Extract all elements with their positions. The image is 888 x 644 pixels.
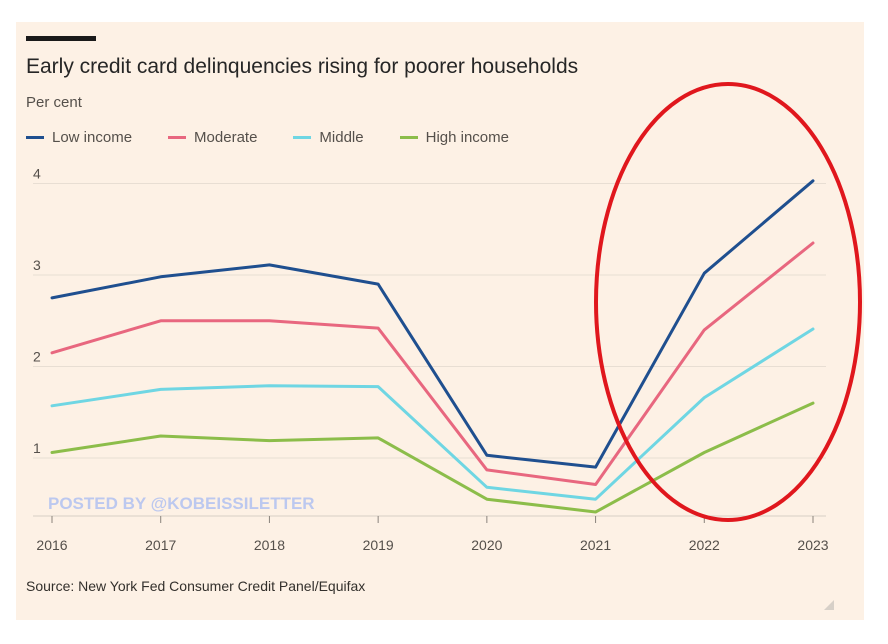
legend: Low income Moderate Middle High income (26, 129, 545, 146)
legend-item: Moderate (168, 129, 257, 146)
y-tick-label: 3 (33, 257, 41, 273)
legend-swatch (168, 136, 187, 139)
legend-swatch (399, 136, 418, 139)
legend-label: Middle (319, 129, 364, 146)
x-tick-label: 2023 (797, 537, 828, 553)
x-tick-label: 2019 (363, 537, 394, 553)
legend-item: High income (399, 129, 509, 146)
legend-label: Moderate (194, 129, 258, 146)
legend-swatch (26, 136, 44, 139)
legend-item: Middle (293, 129, 364, 146)
top-accent-bar (26, 36, 96, 41)
legend-swatch (293, 136, 312, 139)
y-axis-unit-label: Per cent (26, 94, 82, 111)
legend-label: Low income (52, 129, 133, 146)
x-tick-label: 2017 (145, 537, 176, 553)
y-tick-label: 2 (33, 349, 41, 365)
watermark-text: POSTED BY @KOBEISSILETTER (48, 494, 315, 513)
x-tick-label: 2016 (36, 537, 67, 553)
source-note: Source: New York Fed Consumer Credit Pan… (26, 578, 366, 594)
x-tick-label: 2018 (254, 537, 285, 553)
series-line (50, 241, 815, 486)
x-tick-label: 2020 (471, 537, 502, 553)
resize-corner-icon (824, 600, 834, 610)
y-tick-label: 1 (33, 440, 41, 456)
x-tick-label: 2021 (580, 537, 611, 553)
series-line (50, 179, 815, 469)
series-line (50, 401, 815, 514)
chart-title: Early credit card delinquencies rising f… (26, 55, 579, 78)
x-tick-label: 2022 (689, 537, 720, 553)
highlight-ellipse (594, 82, 862, 522)
legend-label: High income (425, 129, 509, 146)
series-line (50, 327, 815, 501)
legend-item: Low income (26, 129, 132, 146)
y-tick-label: 4 (33, 166, 41, 182)
